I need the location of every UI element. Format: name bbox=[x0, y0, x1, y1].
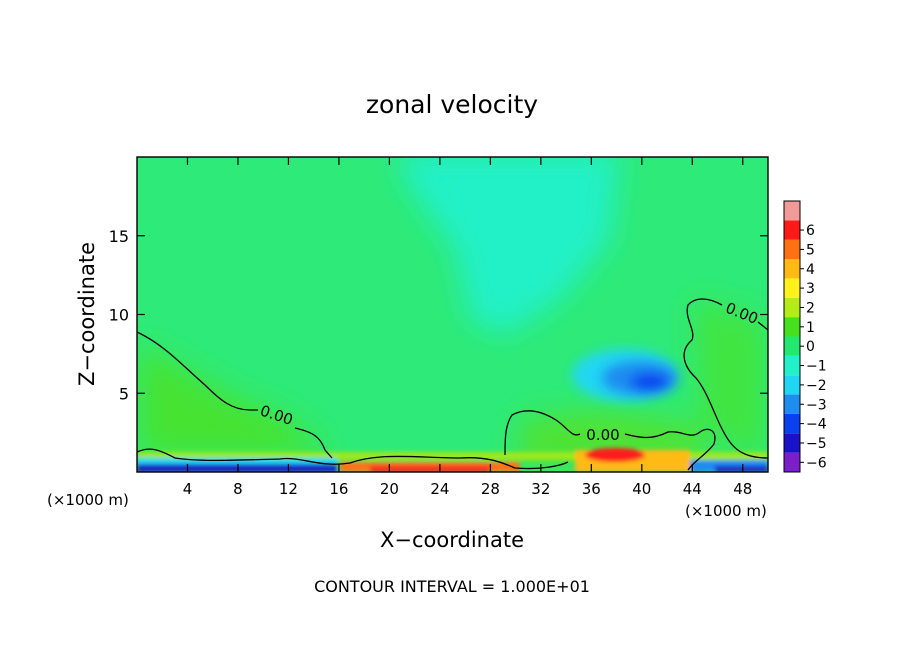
contour-interval-note: CONTOUR INTERVAL = 1.000E+01 bbox=[314, 577, 590, 596]
colorbar-label: 1 bbox=[806, 320, 815, 336]
heatmap-field bbox=[137, 157, 768, 472]
colorbar-label: 4 bbox=[806, 262, 815, 278]
colorbar-band bbox=[784, 433, 800, 453]
x-tick-label: 44 bbox=[683, 480, 702, 498]
colorbar-label: 5 bbox=[806, 242, 815, 258]
colorbar-label: −5 bbox=[806, 436, 827, 452]
contour-line-lower-left bbox=[137, 331, 333, 459]
x-tick-label: 48 bbox=[733, 480, 752, 498]
x-tick-label: 32 bbox=[531, 480, 550, 498]
colorbar-band bbox=[784, 220, 800, 240]
colorbar-label: 2 bbox=[806, 300, 815, 316]
field-upper-core bbox=[401, 157, 620, 335]
colorbar-frame bbox=[783, 200, 801, 473]
x-tick-label: 36 bbox=[582, 480, 601, 498]
colorbar-band bbox=[784, 297, 800, 318]
y-tick-label: 15 bbox=[109, 227, 129, 246]
x-axis-ticks: 4 8 12 16 20 24 28 32 36 40 44 48 bbox=[183, 157, 752, 498]
colorbar-band bbox=[784, 317, 800, 337]
x-unit-left: (×1000 m) bbox=[47, 491, 129, 509]
zero-contours bbox=[137, 298, 768, 471]
colorbar-label: −2 bbox=[806, 378, 827, 394]
x-unit-right: (×1000 m) bbox=[685, 502, 767, 520]
colorbar-band bbox=[784, 394, 800, 414]
colorbar-label: −4 bbox=[806, 417, 827, 433]
contour-line-surface bbox=[137, 448, 569, 470]
contour-line-central bbox=[504, 410, 716, 471]
colorbar-band bbox=[784, 375, 800, 395]
y-axis-ticks: 5 10 15 bbox=[109, 227, 768, 403]
colorbar-band bbox=[784, 413, 800, 434]
field-negative-inner bbox=[602, 361, 678, 395]
colorbar-band bbox=[784, 239, 800, 260]
x-tick-label: 12 bbox=[279, 480, 298, 498]
x-tick-label: 4 bbox=[183, 480, 193, 498]
colorbar-label: −6 bbox=[806, 455, 827, 471]
x-tick-label: 16 bbox=[329, 480, 348, 498]
x-tick-label: 20 bbox=[380, 480, 399, 498]
colorbar-band bbox=[784, 259, 800, 279]
y-axis-label: Z−coordinate bbox=[75, 242, 99, 386]
contour-line-right-label bbox=[757, 321, 768, 331]
colorbar-label: 3 bbox=[806, 281, 815, 297]
x-tick-label: 28 bbox=[481, 480, 500, 498]
colorbar-label: 6 bbox=[806, 223, 815, 239]
colorbar-band bbox=[784, 336, 800, 356]
contour-line-right bbox=[683, 298, 768, 459]
y-tick-label: 10 bbox=[109, 306, 129, 325]
x-axis-label: X−coordinate bbox=[380, 528, 524, 552]
colorbar: −6 −5 −4 −3 −2 −1 0 1 2 3 4 5 6 bbox=[783, 200, 827, 473]
y-tick-label: 5 bbox=[119, 384, 129, 403]
colorbar-label: −3 bbox=[806, 397, 827, 413]
field-positive-regions bbox=[140, 300, 765, 465]
contour-label-center: 0.00 bbox=[586, 426, 619, 444]
x-tick-label: 24 bbox=[430, 480, 449, 498]
x-tick-label: 40 bbox=[632, 480, 651, 498]
colorbar-label: 0 bbox=[806, 339, 815, 355]
colorbar-band bbox=[784, 201, 800, 221]
chart-title: zonal velocity bbox=[366, 90, 538, 119]
x-tick-label: 8 bbox=[233, 480, 243, 498]
colorbar-band bbox=[784, 355, 800, 376]
colorbar-band bbox=[784, 278, 800, 298]
colorbar-label: −1 bbox=[806, 359, 827, 375]
colorbar-band bbox=[784, 452, 800, 472]
